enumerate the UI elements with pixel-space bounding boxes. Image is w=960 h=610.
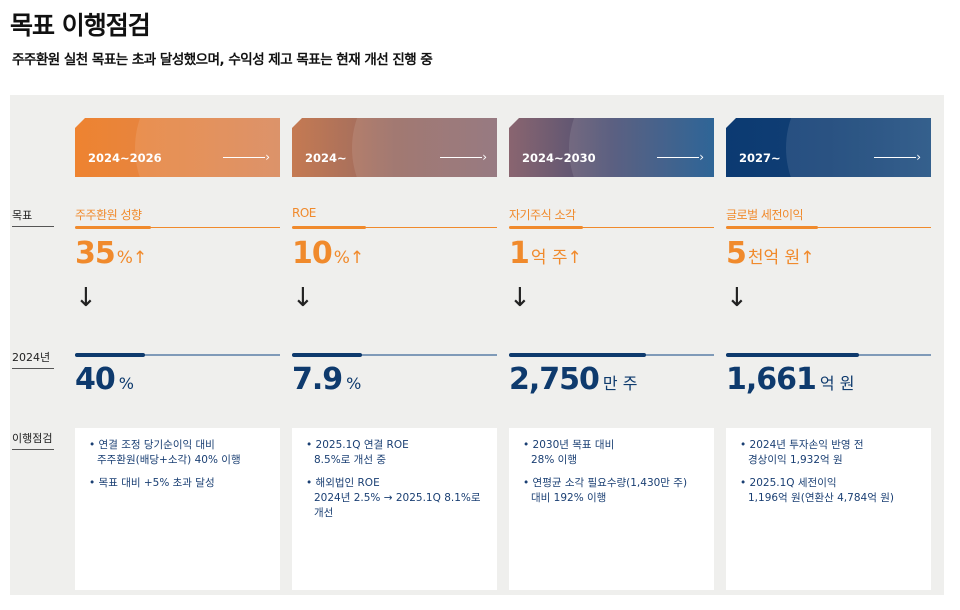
note-item: 해외법인 ROE 2024년 2.5% → 2025.1Q 8.1%로 개선 — [306, 476, 489, 521]
period-card: 2024~ › — [292, 118, 497, 177]
decorative-arc — [569, 118, 714, 177]
period-card: 2024~2026 › — [75, 118, 280, 177]
note-item: 2025.1Q 연결 ROE 8.5%로 개선 중 — [306, 438, 489, 468]
row-label-goal: 목표 — [12, 207, 54, 227]
row-label-year: 2024년 — [12, 349, 54, 369]
actual-number: 2,750 — [509, 362, 600, 397]
decorative-arc — [135, 118, 280, 177]
goal-unit: 천억 원↑ — [747, 248, 815, 268]
decorative-arc — [352, 118, 497, 177]
goal-column: 2024~2026 › 주주환원 성향 35%↑ ↓ 40% 연결 조정 당기순… — [75, 0, 280, 610]
arrow-right-icon: › — [874, 150, 921, 164]
period-label: 2027~ — [739, 151, 781, 165]
arrow-down-icon: ↓ — [509, 283, 531, 313]
arrow-right-icon: › — [440, 150, 487, 164]
goal-unit: %↑ — [116, 248, 148, 268]
actual-unit: 만 주 — [602, 374, 638, 393]
goal-progress-line — [726, 225, 931, 229]
actual-progress-line — [75, 352, 280, 357]
period-card: 2024~2030 › — [509, 118, 714, 177]
goal-progress-line — [509, 225, 714, 229]
period-label: 2024~2030 — [522, 151, 596, 165]
actual-unit: % — [346, 374, 362, 393]
row-label-check: 이행점검 — [12, 430, 54, 450]
note-item: 2024년 투자손익 반영 전 경상이익 1,932억 원 — [740, 438, 923, 468]
goal-label: 자기주식 소각 — [509, 208, 576, 222]
note-item: 목표 대비 +5% 초과 달성 — [89, 476, 272, 491]
goal-value: 5 천억 원↑ — [726, 236, 814, 271]
check-notes-box: 연결 조정 당기순이익 대비 주주환원(배당+소각) 40% 이행목표 대비 +… — [75, 428, 280, 590]
goal-label: 글로벌 세전이익 — [726, 208, 804, 222]
check-notes-box: 2025.1Q 연결 ROE 8.5%로 개선 중해외법인 ROE 2024년 … — [292, 428, 497, 590]
arrow-right-icon: › — [657, 150, 704, 164]
check-notes-box: 2024년 투자손익 반영 전 경상이익 1,932억 원 2025.1Q 세전이… — [726, 428, 931, 590]
arrow-right-icon: › — [223, 150, 270, 164]
goal-progress-line — [75, 225, 280, 229]
actual-value: 2,750 만 주 — [509, 362, 637, 397]
actual-progress-line — [509, 352, 714, 357]
actual-number: 7.9 — [292, 362, 343, 397]
actual-progress-line — [292, 352, 497, 357]
goal-unit: %↑ — [333, 248, 365, 268]
check-notes-box: 2030년 목표 대비 28% 이행연평균 소각 필요수량(1,430만 주) … — [509, 428, 714, 590]
actual-number: 40 — [75, 362, 116, 397]
period-label: 2024~2026 — [88, 151, 162, 165]
goal-unit: 억 주↑ — [530, 248, 582, 268]
arrow-down-icon: ↓ — [75, 283, 97, 313]
note-item: 연결 조정 당기순이익 대비 주주환원(배당+소각) 40% 이행 — [89, 438, 272, 468]
goal-label: ROE — [292, 206, 316, 220]
goal-number: 10 — [292, 236, 333, 271]
goal-number: 1 — [509, 236, 530, 271]
actual-unit: 억 원 — [819, 374, 855, 393]
note-item: 2030년 목표 대비 28% 이행 — [523, 438, 706, 468]
actual-unit: % — [118, 374, 134, 393]
arrow-down-icon: ↓ — [726, 283, 748, 313]
page-subtitle: 주주환원 실천 목표는 초과 달성했으며, 수익성 제고 목표는 현재 개선 진… — [12, 52, 433, 68]
goal-value: 35 %↑ — [75, 236, 147, 271]
actual-number: 1,661 — [726, 362, 817, 397]
goal-number: 35 — [75, 236, 116, 271]
goal-label: 주주환원 성향 — [75, 208, 142, 222]
actual-value: 40% — [75, 362, 134, 397]
period-label: 2024~ — [305, 151, 347, 165]
period-card: 2027~ › — [726, 118, 931, 177]
arrow-down-icon: ↓ — [292, 283, 314, 313]
note-item: 2025.1Q 세전이익 1,196억 원(연환산 4,784억 원) — [740, 476, 923, 506]
goal-progress-line — [292, 225, 497, 229]
decorative-arc — [786, 118, 931, 177]
actual-value: 1,661 억 원 — [726, 362, 854, 397]
actual-value: 7.9% — [292, 362, 361, 397]
goal-column: 2024~ › ROE 10%↑ ↓ 7.9% 2025.1Q 연결 ROE 8… — [292, 0, 497, 610]
actual-progress-line — [726, 352, 931, 357]
goal-number: 5 — [726, 236, 747, 271]
goal-value: 10 %↑ — [292, 236, 364, 271]
note-item: 연평균 소각 필요수량(1,430만 주) 대비 192% 이행 — [523, 476, 706, 506]
page-title: 목표 이행점검 — [10, 11, 151, 40]
